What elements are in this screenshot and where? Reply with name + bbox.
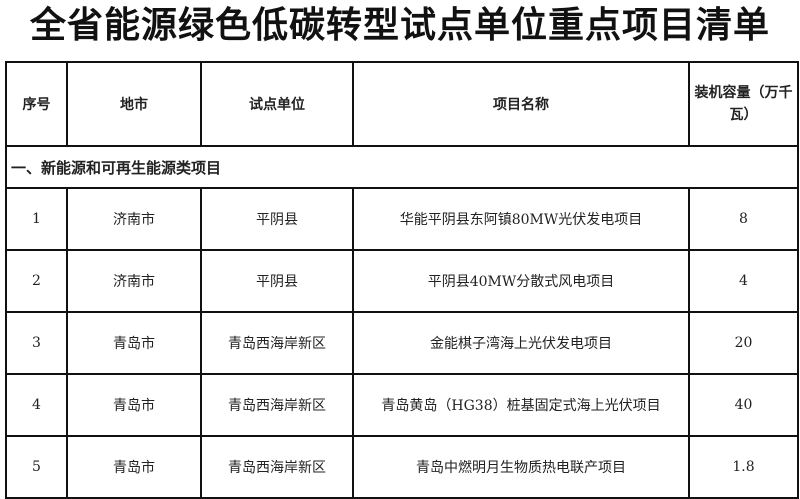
- cell-index: 3: [5, 311, 68, 375]
- cell-pilot-unit: 青岛西海岸新区: [200, 435, 354, 499]
- cell-capacity: 40: [688, 373, 799, 437]
- cell-city: 济南市: [66, 249, 202, 313]
- cell-pilot-unit: 平阴县: [200, 187, 354, 251]
- section-title: 一、新能源和可再生能源类项目: [5, 145, 799, 189]
- section-row: 一、新能源和可再生能源类项目: [5, 145, 799, 189]
- table-row: 4 青岛市 青岛西海岸新区 青岛黄岛（HG38）桩基固定式海上光伏项目 40: [5, 373, 799, 437]
- document-title: 全省能源绿色低碳转型试点单位重点项目清单: [29, 4, 770, 46]
- header-city: 地市: [66, 61, 202, 147]
- cell-capacity: 1.8: [688, 435, 799, 499]
- cell-project-name: 金能棋子湾海上光伏发电项目: [352, 311, 690, 375]
- cell-pilot-unit: 青岛西海岸新区: [200, 373, 354, 437]
- cell-capacity: 8: [688, 187, 799, 251]
- cell-index: 4: [5, 373, 68, 437]
- header-project-name: 项目名称: [352, 61, 690, 147]
- table-row: 5 青岛市 青岛西海岸新区 青岛中燃明月生物质热电联产项目 1.8: [5, 435, 799, 499]
- table-row: 2 济南市 平阴县 平阴县40MW分散式风电项目 4: [5, 249, 799, 313]
- cell-pilot-unit: 平阴县: [200, 249, 354, 313]
- header-pilot-unit: 试点单位: [200, 61, 354, 147]
- cell-city: 青岛市: [66, 373, 202, 437]
- table-row: 3 青岛市 青岛西海岸新区 金能棋子湾海上光伏发电项目 20: [5, 311, 799, 375]
- cell-city: 济南市: [66, 187, 202, 251]
- table-header-row: 序号 地市 试点单位 项目名称 装机容量（万千瓦）: [5, 61, 799, 147]
- project-table: 序号 地市 试点单位 项目名称 装机容量（万千瓦） 一、新能源和可再生能源类项目…: [5, 61, 799, 499]
- header-capacity: 装机容量（万千瓦）: [688, 61, 799, 147]
- header-index: 序号: [5, 61, 68, 147]
- cell-index: 1: [5, 187, 68, 251]
- cell-pilot-unit: 青岛西海岸新区: [200, 311, 354, 375]
- cell-capacity: 20: [688, 311, 799, 375]
- cell-city: 青岛市: [66, 435, 202, 499]
- table-row: 1 济南市 平阴县 华能平阴县东阿镇80MW光伏发电项目 8: [5, 187, 799, 251]
- cell-project-name: 青岛黄岛（HG38）桩基固定式海上光伏项目: [352, 373, 690, 437]
- cell-capacity: 4: [688, 249, 799, 313]
- cell-project-name: 青岛中燃明月生物质热电联产项目: [352, 435, 690, 499]
- cell-index: 5: [5, 435, 68, 499]
- cell-project-name: 平阴县40MW分散式风电项目: [352, 249, 690, 313]
- cell-index: 2: [5, 249, 68, 313]
- cell-project-name: 华能平阴县东阿镇80MW光伏发电项目: [352, 187, 690, 251]
- cell-city: 青岛市: [66, 311, 202, 375]
